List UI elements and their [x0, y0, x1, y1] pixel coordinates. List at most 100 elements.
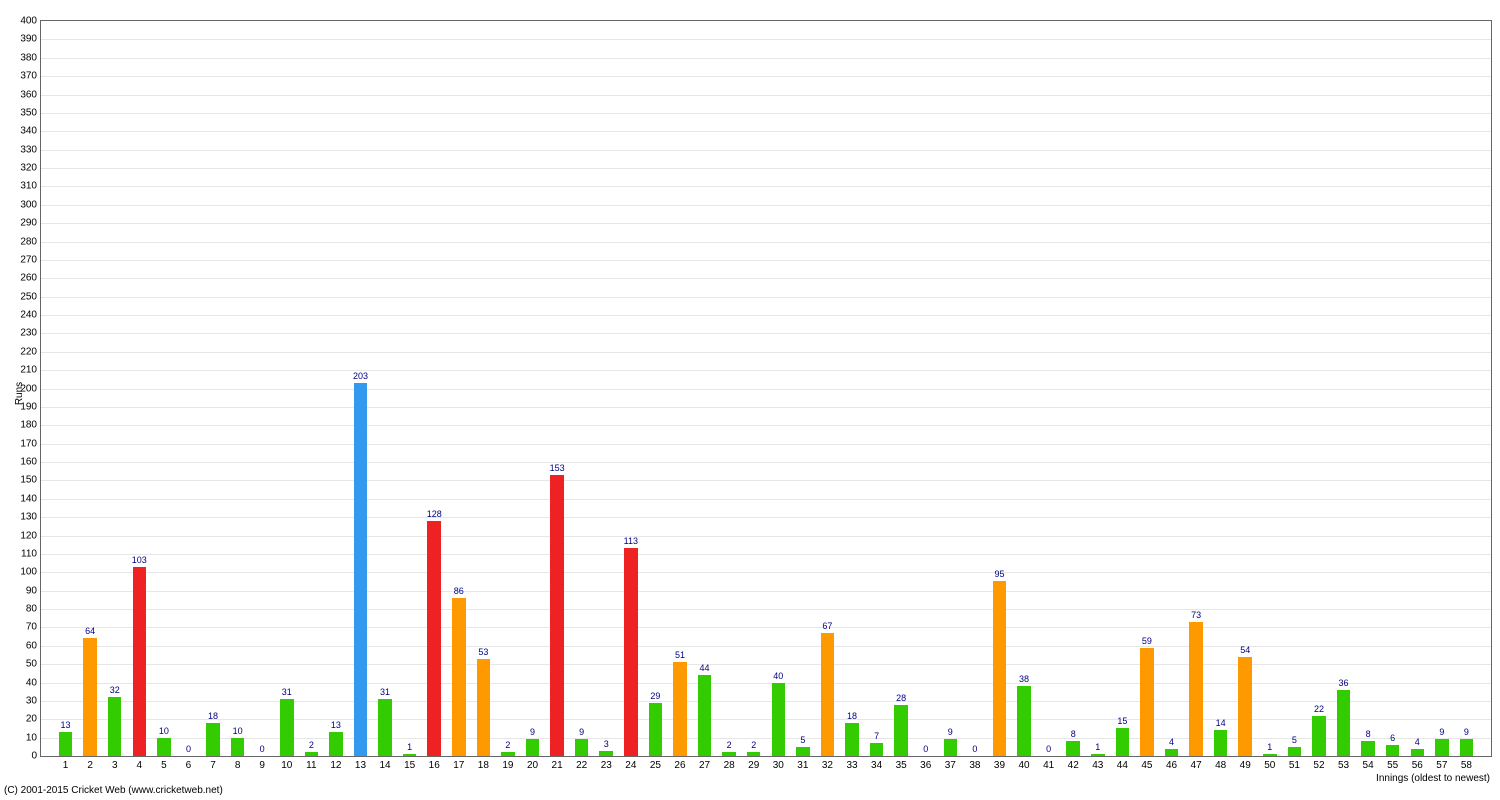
x-tick-label: 6 [186, 760, 192, 771]
x-tick-label: 35 [896, 760, 907, 771]
x-tick-label: 31 [797, 760, 808, 771]
x-tick-label: 14 [380, 760, 391, 771]
gridline [41, 389, 1491, 390]
bar-value-label: 10 [233, 726, 243, 736]
bar [305, 752, 319, 756]
bar-value-label: 1 [1267, 742, 1272, 752]
y-tick-label: 220 [20, 346, 37, 357]
x-tick-label: 51 [1289, 760, 1300, 771]
y-tick-label: 120 [20, 530, 37, 541]
bar [870, 743, 884, 756]
bar-value-label: 44 [700, 663, 710, 673]
x-tick-label: 47 [1191, 760, 1202, 771]
gridline [41, 536, 1491, 537]
gridline [41, 297, 1491, 298]
bar-value-label: 31 [380, 687, 390, 697]
bar-value-label: 2 [751, 740, 756, 750]
bar [133, 567, 147, 756]
bar [1411, 749, 1425, 756]
bar-value-label: 22 [1314, 704, 1324, 714]
x-tick-label: 37 [945, 760, 956, 771]
bar-value-label: 18 [208, 711, 218, 721]
y-tick-label: 230 [20, 328, 37, 339]
bar-value-label: 54 [1240, 645, 1250, 655]
bar [1263, 754, 1277, 756]
gridline [41, 315, 1491, 316]
y-tick-label: 280 [20, 236, 37, 247]
bar-value-label: 5 [1292, 735, 1297, 745]
bar [59, 732, 73, 756]
y-tick-label: 100 [20, 567, 37, 578]
bar [280, 699, 294, 756]
gridline [41, 58, 1491, 59]
y-axis-label: Runs [14, 381, 25, 404]
bar-value-label: 9 [1464, 727, 1469, 737]
gridline [41, 591, 1491, 592]
y-tick-label: 250 [20, 291, 37, 302]
bar [599, 751, 613, 757]
y-tick-label: 300 [20, 199, 37, 210]
gridline [41, 168, 1491, 169]
x-tick-label: 56 [1412, 760, 1423, 771]
bar [206, 723, 220, 756]
bar-value-label: 0 [260, 744, 265, 754]
bar-value-label: 73 [1191, 610, 1201, 620]
x-tick-label: 27 [699, 760, 710, 771]
gridline [41, 407, 1491, 408]
bar [1312, 716, 1326, 756]
x-tick-label: 24 [625, 760, 636, 771]
bar-value-label: 103 [132, 555, 147, 565]
y-tick-label: 320 [20, 163, 37, 174]
y-tick-label: 380 [20, 52, 37, 63]
x-tick-label: 7 [210, 760, 216, 771]
gridline [41, 150, 1491, 151]
y-tick-label: 260 [20, 273, 37, 284]
y-tick-label: 330 [20, 144, 37, 155]
bar-value-label: 0 [972, 744, 977, 754]
bar [550, 475, 564, 756]
x-tick-label: 5 [161, 760, 167, 771]
x-tick-label: 57 [1436, 760, 1447, 771]
gridline [41, 480, 1491, 481]
x-tick-label: 36 [920, 760, 931, 771]
y-tick-label: 130 [20, 512, 37, 523]
bar-value-label: 0 [186, 744, 191, 754]
x-tick-label: 39 [994, 760, 1005, 771]
y-tick-label: 340 [20, 126, 37, 137]
x-tick-label: 49 [1240, 760, 1251, 771]
y-tick-label: 290 [20, 218, 37, 229]
bar-value-label: 36 [1339, 678, 1349, 688]
bar-value-label: 5 [800, 735, 805, 745]
x-tick-label: 33 [846, 760, 857, 771]
bar-value-label: 1 [407, 742, 412, 752]
bar [575, 739, 589, 756]
gridline [41, 627, 1491, 628]
x-tick-label: 53 [1338, 760, 1349, 771]
gridline [41, 444, 1491, 445]
bar [1288, 747, 1302, 756]
bar-value-label: 4 [1415, 737, 1420, 747]
bar [821, 633, 835, 756]
bar-value-label: 2 [505, 740, 510, 750]
bar-value-label: 14 [1216, 718, 1226, 728]
bar [772, 683, 786, 757]
gridline [41, 352, 1491, 353]
y-tick-label: 240 [20, 310, 37, 321]
bar [1189, 622, 1203, 756]
x-tick-label: 4 [137, 760, 143, 771]
x-tick-label: 50 [1264, 760, 1275, 771]
x-tick-label: 42 [1068, 760, 1079, 771]
bar-value-label: 6 [1390, 733, 1395, 743]
x-tick-label: 3 [112, 760, 118, 771]
bar-value-label: 9 [530, 727, 535, 737]
bar-value-label: 53 [478, 647, 488, 657]
y-tick-label: 90 [26, 585, 37, 596]
bar [1165, 749, 1179, 756]
x-tick-label: 55 [1387, 760, 1398, 771]
bar [1238, 657, 1252, 756]
x-tick-label: 20 [527, 760, 538, 771]
x-tick-label: 9 [259, 760, 265, 771]
bar [427, 521, 441, 756]
x-tick-label: 32 [822, 760, 833, 771]
bar [354, 383, 368, 756]
